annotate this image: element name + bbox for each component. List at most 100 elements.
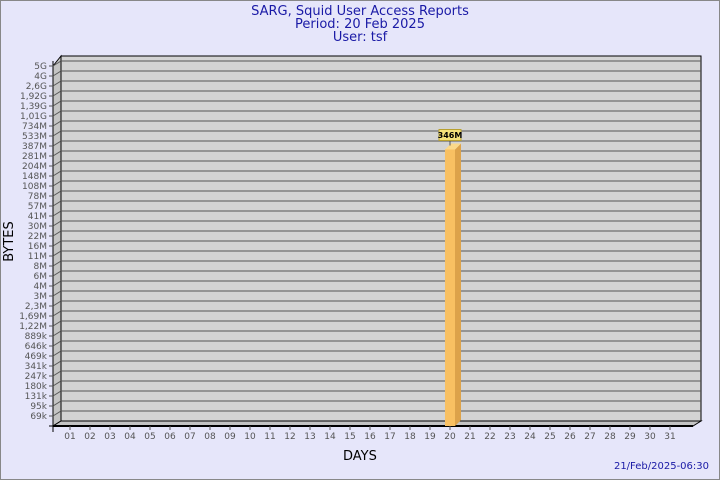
x-tick-label: 13 [304, 432, 315, 442]
chart-title: SARG, Squid User Access Reports [251, 4, 469, 19]
generated-timestamp: 21/Feb/2025-06:30 [613, 461, 709, 472]
x-tick-label: 18 [404, 432, 416, 442]
x-tick-label: 25 [544, 432, 555, 442]
y-tick-slant [52, 250, 62, 257]
y-tick-slant [52, 370, 62, 377]
y-tick-slant [52, 280, 62, 287]
y-tick-label: 204M [22, 162, 47, 172]
x-tick-label: 24 [524, 432, 536, 442]
y-tick-label: 131k [25, 392, 48, 402]
y-tick-label: 387M [22, 142, 47, 152]
y-tick-slant [52, 290, 62, 297]
y-tick-slant [52, 380, 62, 387]
y-tick-label: 2,3M [25, 302, 47, 312]
x-tick-label: 01 [64, 432, 75, 442]
x-tick-label: 17 [384, 432, 395, 442]
y-tick-label: 1,39G [20, 102, 47, 112]
y-tick-label: 734M [22, 122, 47, 132]
y-tick-slant [52, 400, 62, 407]
x-tick-label: 09 [224, 432, 236, 442]
y-tick-label: 180k [25, 382, 48, 392]
y-tick-label: 1,92G [20, 92, 47, 102]
y-tick-slant [52, 330, 62, 337]
x-tick-label: 14 [324, 432, 336, 442]
y-tick-slant [52, 220, 62, 227]
y-tick-slant [52, 300, 62, 307]
x-axis-label: DAYS [343, 449, 377, 464]
x-tick-label: 22 [484, 432, 495, 442]
x-tick-label: 08 [204, 432, 216, 442]
y-tick-label: 4M [34, 282, 48, 292]
y-tick-slant [52, 360, 62, 367]
bar-top [445, 143, 461, 150]
x-tick-label: 11 [264, 432, 275, 442]
y-tick-slant [52, 70, 62, 77]
y-tick-slant [52, 140, 62, 147]
y-tick-label: 148M [22, 172, 47, 182]
y-tick-slant [52, 100, 62, 107]
y-tick-slant [52, 310, 62, 317]
y-tick-label: 57M [28, 202, 47, 212]
x-tick-label: 27 [584, 432, 595, 442]
y-tick-slant [52, 110, 62, 117]
y-tick-slant [52, 410, 62, 417]
y-tick-slant [52, 180, 62, 187]
y-tick-slant [52, 190, 62, 197]
y-tick-label: 30M [28, 222, 47, 232]
y-tick-slant [52, 80, 62, 87]
y-axis-label: BYTES [1, 221, 17, 262]
y-tick-slant [52, 90, 62, 97]
y-tick-label: 6M [34, 272, 48, 282]
x-tick-label: 02 [84, 432, 95, 442]
x-tick-label: 26 [564, 432, 576, 442]
x-tick-label: 28 [604, 432, 616, 442]
y-tick-label: 4G [34, 72, 47, 82]
y-tick-label: 889k [25, 332, 48, 342]
x-tick-label: 05 [144, 432, 155, 442]
y-tick-label: 281M [22, 152, 47, 162]
y-tick-slant [52, 350, 62, 357]
y-tick-slant [52, 320, 62, 327]
y-tick-label: 16M [28, 242, 47, 252]
bar-value-label: 346M [438, 131, 463, 140]
y-tick-slant [52, 150, 62, 157]
y-tick-label: 22M [28, 232, 47, 242]
x-tick-label: 30 [644, 432, 656, 442]
y-tick-label: 8M [34, 262, 48, 272]
y-tick-label: 646k [25, 342, 48, 352]
y-tick-slant [52, 260, 62, 267]
y-tick-slant [52, 390, 62, 397]
x-tick-label: 10 [244, 432, 256, 442]
y-tick-slant [52, 210, 62, 217]
y-tick-label: 108M [22, 182, 47, 192]
x-tick-label: 20 [444, 432, 456, 442]
x-tick-label: 15 [344, 432, 355, 442]
y-tick-slant [52, 170, 62, 177]
y-tick-label: 95k [30, 402, 47, 412]
y-tick-label: 1,69M [19, 312, 47, 322]
y-tick-slant [52, 130, 62, 137]
y-tick-label: 69k [30, 412, 47, 422]
y-tick-label: 469k [25, 352, 48, 362]
x-tick-label: 31 [664, 432, 675, 442]
x-tick-label: 07 [184, 432, 195, 442]
x-tick-label: 06 [164, 432, 176, 442]
y-tick-slant [52, 60, 62, 67]
x-tick-label: 21 [464, 432, 475, 442]
x-tick-label: 29 [624, 432, 636, 442]
x-tick-label: 16 [364, 432, 376, 442]
y-tick-label: 2,6G [26, 82, 47, 92]
x-tick-label: 04 [124, 432, 136, 442]
y-tick-slant [52, 230, 62, 237]
bar-day-20 [445, 149, 455, 427]
bar-label-box [438, 128, 462, 141]
y-tick-label: 3M [34, 292, 48, 302]
y-tick-slant [52, 200, 62, 207]
y-tick-label: 5G [34, 62, 47, 72]
y-tick-slant [52, 340, 62, 347]
y-tick-label: 1,01G [20, 112, 47, 122]
y-tick-slant [52, 120, 62, 127]
bar-side [455, 143, 461, 427]
y-tick-label: 78M [28, 192, 47, 202]
